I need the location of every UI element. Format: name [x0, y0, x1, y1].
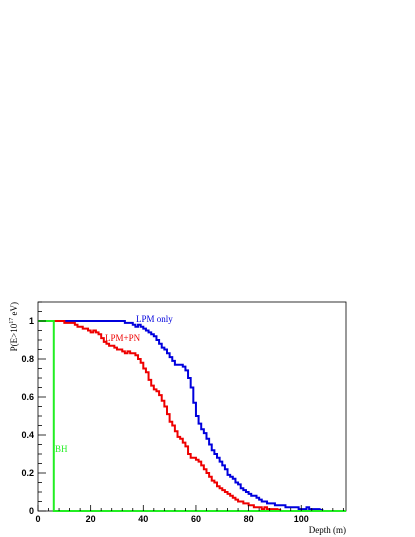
series-line-lpm-only — [38, 320, 346, 512]
series-lines — [38, 320, 346, 512]
labels: Depth (m) P(E>1017 eV) LPM only LPM+PN BH — [9, 302, 346, 535]
x-axis-title: Depth (m) — [309, 525, 346, 535]
x-tick-label: 60 — [191, 514, 201, 524]
y-tick-label: 0.2 — [21, 468, 34, 478]
x-tick-label: 20 — [86, 514, 96, 524]
y-tick-label: 0.8 — [21, 354, 34, 364]
series-line-bh — [38, 320, 346, 512]
y-tick-label: 0 — [29, 506, 34, 516]
series-label-bh: BH — [55, 444, 68, 454]
x-tick-label: 100 — [294, 514, 309, 524]
y-axis-title: P(E>1017 eV) — [9, 302, 19, 351]
y-tick-label: 1 — [29, 316, 34, 326]
series-label-lpm-only: LPM only — [136, 314, 173, 324]
y-tick-label: 0.6 — [21, 392, 34, 402]
series-line-lpm-pn — [38, 320, 346, 512]
x-tick-label: 80 — [244, 514, 254, 524]
axes: 0 20 40 60 80 100 0 0.2 0.4 0.6 0.8 1 — [21, 301, 344, 524]
x-tick-label: 40 — [138, 514, 148, 524]
y-tick-label: 0.4 — [21, 430, 34, 440]
x-tick-label: 0 — [35, 514, 40, 524]
series-label-lpm-pn: LPM+PN — [105, 333, 141, 343]
plot-frame — [37, 301, 347, 512]
plot-area — [37, 301, 347, 512]
